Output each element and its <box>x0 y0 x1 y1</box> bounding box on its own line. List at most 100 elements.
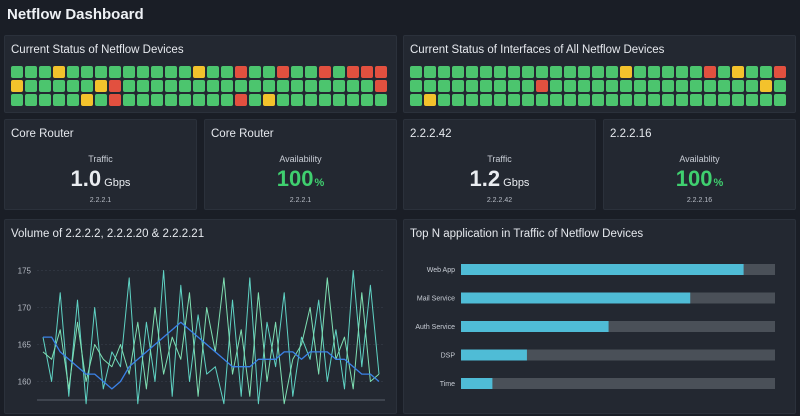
status-cell-green[interactable] <box>123 94 135 106</box>
status-cell-green[interactable] <box>165 80 177 92</box>
status-cell-green[interactable] <box>746 94 758 106</box>
status-cell-green[interactable] <box>452 80 464 92</box>
status-cell-green[interactable] <box>690 94 702 106</box>
status-cell-green[interactable] <box>333 80 345 92</box>
status-cell-red[interactable] <box>704 66 716 78</box>
status-cell-yellow[interactable] <box>263 94 275 106</box>
status-cell-green[interactable] <box>95 94 107 106</box>
status-cell-green[interactable] <box>347 94 359 106</box>
status-cell-yellow[interactable] <box>81 94 93 106</box>
status-cell-green[interactable] <box>550 80 562 92</box>
status-cell-green[interactable] <box>466 80 478 92</box>
status-cell-green[interactable] <box>480 80 492 92</box>
status-cell-green[interactable] <box>291 66 303 78</box>
status-cell-green[interactable] <box>179 66 191 78</box>
status-cell-red[interactable] <box>774 66 786 78</box>
status-cell-green[interactable] <box>592 66 604 78</box>
status-cell-green[interactable] <box>760 94 772 106</box>
status-cell-green[interactable] <box>193 94 205 106</box>
status-cell-green[interactable] <box>452 94 464 106</box>
status-cell-green[interactable] <box>578 66 590 78</box>
status-cell-green[interactable] <box>137 66 149 78</box>
status-cell-green[interactable] <box>179 80 191 92</box>
status-cell-green[interactable] <box>508 80 520 92</box>
status-cell-green[interactable] <box>536 94 548 106</box>
status-cell-green[interactable] <box>550 94 562 106</box>
status-cell-green[interactable] <box>137 80 149 92</box>
status-cell-green[interactable] <box>375 94 387 106</box>
status-cell-green[interactable] <box>550 66 562 78</box>
status-cell-red[interactable] <box>277 66 289 78</box>
status-cell-green[interactable] <box>319 94 331 106</box>
status-cell-green[interactable] <box>606 80 618 92</box>
status-cell-green[interactable] <box>11 94 23 106</box>
status-cell-green[interactable] <box>466 66 478 78</box>
status-cell-red[interactable] <box>109 80 121 92</box>
status-cell-green[interactable] <box>480 94 492 106</box>
status-cell-green[interactable] <box>508 66 520 78</box>
status-cell-green[interactable] <box>193 80 205 92</box>
status-cell-green[interactable] <box>452 66 464 78</box>
status-cell-green[interactable] <box>263 66 275 78</box>
status-cell-green[interactable] <box>39 66 51 78</box>
status-cell-yellow[interactable] <box>193 66 205 78</box>
status-cell-green[interactable] <box>522 66 534 78</box>
status-cell-green[interactable] <box>424 66 436 78</box>
status-cell-green[interactable] <box>592 94 604 106</box>
status-cell-green[interactable] <box>774 94 786 106</box>
status-cell-green[interactable] <box>263 80 275 92</box>
status-cell-green[interactable] <box>494 80 506 92</box>
status-cell-green[interactable] <box>494 66 506 78</box>
status-cell-green[interactable] <box>634 80 646 92</box>
status-cell-red[interactable] <box>109 94 121 106</box>
status-cell-green[interactable] <box>732 94 744 106</box>
status-cell-green[interactable] <box>718 80 730 92</box>
status-cell-green[interactable] <box>151 66 163 78</box>
status-cell-green[interactable] <box>648 66 660 78</box>
status-cell-red[interactable] <box>375 66 387 78</box>
status-cell-green[interactable] <box>221 66 233 78</box>
status-cell-green[interactable] <box>480 66 492 78</box>
status-cell-yellow[interactable] <box>620 66 632 78</box>
status-cell-green[interactable] <box>165 66 177 78</box>
status-cell-green[interactable] <box>662 94 674 106</box>
status-cell-red[interactable] <box>319 66 331 78</box>
status-cell-green[interactable] <box>249 94 261 106</box>
status-cell-green[interactable] <box>361 80 373 92</box>
status-cell-green[interactable] <box>291 94 303 106</box>
metric-card-core-router-availability[interactable]: Core Router Availability 100% 2.2.2.1 <box>204 119 397 210</box>
status-cell-green[interactable] <box>67 80 79 92</box>
status-cell-green[interactable] <box>662 80 674 92</box>
status-cell-green[interactable] <box>25 94 37 106</box>
status-cell-green[interactable] <box>39 94 51 106</box>
status-cell-green[interactable] <box>221 94 233 106</box>
status-cell-green[interactable] <box>606 94 618 106</box>
bar-dsp[interactable] <box>461 349 527 361</box>
status-cell-green[interactable] <box>676 66 688 78</box>
status-cell-green[interactable] <box>25 66 37 78</box>
status-cell-green[interactable] <box>746 80 758 92</box>
status-cell-green[interactable] <box>438 94 450 106</box>
status-cell-green[interactable] <box>592 80 604 92</box>
status-cell-green[interactable] <box>109 66 121 78</box>
status-cell-green[interactable] <box>648 94 660 106</box>
status-cell-red[interactable] <box>235 66 247 78</box>
status-cell-green[interactable] <box>522 94 534 106</box>
status-cell-green[interactable] <box>53 80 65 92</box>
status-cell-green[interactable] <box>277 80 289 92</box>
status-cell-green[interactable] <box>564 94 576 106</box>
bar-web-app[interactable] <box>461 264 744 275</box>
status-cell-green[interactable] <box>522 80 534 92</box>
status-cell-red[interactable] <box>536 80 548 92</box>
metric-card-core-router-traffic[interactable]: Core Router Traffic 1.0 Gbps 2.2.2.1 <box>4 119 197 210</box>
status-cell-green[interactable] <box>438 66 450 78</box>
status-cell-green[interactable] <box>319 80 331 92</box>
status-cell-yellow[interactable] <box>424 94 436 106</box>
status-cell-green[interactable] <box>732 80 744 92</box>
status-cell-green[interactable] <box>690 80 702 92</box>
status-cell-green[interactable] <box>718 66 730 78</box>
status-cell-green[interactable] <box>333 66 345 78</box>
status-cell-green[interactable] <box>39 80 51 92</box>
status-cell-yellow[interactable] <box>95 80 107 92</box>
bar-auth-service[interactable] <box>461 321 609 332</box>
